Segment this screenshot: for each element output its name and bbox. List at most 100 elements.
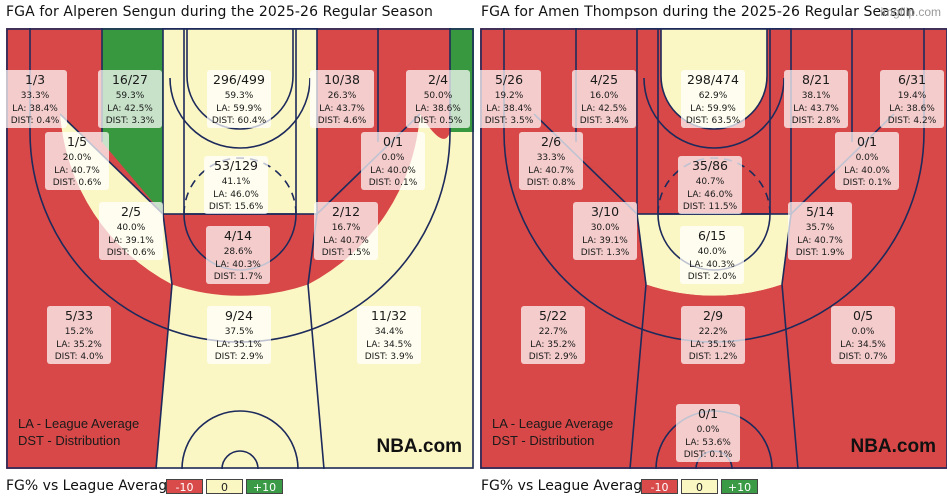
zone-top-3 bbox=[630, 284, 798, 469]
nba-brand-logo: NBA.com bbox=[376, 436, 462, 457]
zone-paint-non-ra bbox=[163, 28, 317, 214]
legend-pos-left: +10 bbox=[246, 479, 283, 494]
zone-label-top-mid: 4/14 28.6% LA: 40.3% DIST: 1.7% bbox=[206, 226, 270, 284]
zone-fga-left-wing-3: 5/22 bbox=[539, 308, 567, 323]
zone-fga-right-short-mid: 0/1 bbox=[383, 134, 403, 149]
zone-label-right-wing-mid: 5/14 35.7% LA: 40.7% DIST: 1.9% bbox=[788, 202, 852, 260]
zone-dist-right-wing-mid: DIST: 1.5% bbox=[322, 248, 371, 258]
zone-pct-left-short-mid: 33.3% bbox=[537, 153, 566, 163]
zone-label-top-3: 2/9 22.2% LA: 35.1% DIST: 1.2% bbox=[681, 306, 745, 364]
zone-label-right-mid-baseline: 10/38 26.3% LA: 43.7% DIST: 4.6% bbox=[310, 70, 374, 128]
zone-dist-left-mid-baseline: DIST: 3.3% bbox=[106, 116, 155, 126]
zone-fga-backcourt: 0/1 bbox=[698, 406, 718, 421]
zone-top-3 bbox=[156, 284, 324, 469]
zone-fga-left-short-mid: 2/6 bbox=[541, 134, 561, 149]
zone-dist-restricted-area: DIST: 63.5% bbox=[686, 116, 741, 126]
zone-left-wing-3 bbox=[480, 114, 646, 469]
zone-fga-left-corner-3: 1/3 bbox=[25, 72, 45, 87]
zone-la-top-mid: LA: 40.3% bbox=[689, 260, 735, 270]
zone-la-left-short-mid: LA: 40.7% bbox=[54, 166, 100, 176]
zone-label-left-corner-3: 5/26 19.2% LA: 38.4% DIST: 3.5% bbox=[480, 70, 541, 128]
chart-note: LA - League Average bbox=[18, 416, 139, 431]
zone-pct-left-wing-3: 15.2% bbox=[65, 327, 94, 337]
zone-dist-left-short-mid: DIST: 0.6% bbox=[53, 178, 102, 188]
zone-fga-paint-non-ra: 53/129 bbox=[214, 158, 258, 173]
zone-pct-right-wing-mid: 35.7% bbox=[806, 223, 835, 233]
zone-label-left-short-mid: 2/6 33.3% LA: 40.7% DIST: 0.8% bbox=[519, 132, 583, 190]
zone-fga-left-corner-3: 5/26 bbox=[495, 72, 523, 87]
legend-label-left: FG% vs League Average bbox=[6, 478, 176, 494]
shot-chart-left: 1/3 33.3% LA: 38.4% DIST: 0.4% 16/27 59.3% LA:… bbox=[6, 28, 474, 469]
zone-fga-left-wing-mid: 2/5 bbox=[121, 204, 141, 219]
zone-fga-right-mid-baseline: 8/21 bbox=[802, 72, 830, 87]
zone-fga-right-mid-baseline: 10/38 bbox=[324, 72, 360, 87]
zone-pct-right-wing-3: 0.0% bbox=[852, 327, 875, 337]
zone-label-left-corner-3: 1/3 33.3% LA: 38.4% DIST: 0.4% bbox=[6, 70, 67, 128]
zone-pct-top-mid: 40.0% bbox=[698, 247, 727, 257]
zone-la-left-mid-baseline: LA: 42.5% bbox=[107, 104, 153, 114]
zone-dist-right-mid-baseline: DIST: 4.6% bbox=[318, 116, 367, 126]
zone-fga-restricted-area: 298/474 bbox=[687, 72, 739, 87]
zone-la-right-wing-3: LA: 34.5% bbox=[366, 340, 412, 350]
zone-label-backcourt: 0/1 0.0% LA: 53.6% DIST: 0.1% bbox=[676, 404, 740, 462]
zone-la-left-wing-mid: LA: 39.1% bbox=[108, 236, 154, 246]
zone-dist-left-corner-3: DIST: 3.5% bbox=[485, 116, 534, 126]
chart-title-right: FGA for Amen Thompson during the 2025-26… bbox=[481, 4, 915, 20]
zone-left-wing-3 bbox=[6, 114, 172, 469]
zone-label-left-short-mid: 1/5 20.0% LA: 40.7% DIST: 0.6% bbox=[45, 132, 109, 190]
zone-la-right-short-mid: LA: 40.0% bbox=[370, 166, 416, 176]
zone-fga-right-wing-mid: 2/12 bbox=[332, 204, 360, 219]
zone-pct-right-corner-3: 19.4% bbox=[898, 91, 927, 101]
zone-la-left-wing-3: LA: 35.2% bbox=[56, 340, 102, 350]
zone-label-right-mid-baseline: 8/21 38.1% LA: 43.7% DIST: 2.8% bbox=[784, 70, 848, 128]
chart-note: DST - Distribution bbox=[18, 433, 120, 448]
zone-pct-paint-non-ra: 41.1% bbox=[222, 177, 251, 187]
zone-label-top-mid: 6/15 40.0% LA: 40.3% DIST: 2.0% bbox=[680, 226, 744, 284]
zone-fga-top-3: 9/24 bbox=[225, 308, 253, 323]
chart-title-left: FGA for Alperen Sengun during the 2025-2… bbox=[6, 4, 433, 20]
zone-dist-left-wing-mid: DIST: 0.6% bbox=[107, 248, 156, 258]
zone-pct-backcourt: 0.0% bbox=[697, 425, 720, 435]
zone-label-right-wing-3: 0/5 0.0% LA: 34.5% DIST: 0.7% bbox=[831, 306, 895, 364]
zone-dist-right-wing-mid: DIST: 1.9% bbox=[796, 248, 845, 258]
zone-la-right-mid-baseline: LA: 43.7% bbox=[793, 104, 839, 114]
zone-label-right-corner-3: 6/31 19.4% LA: 38.6% DIST: 4.2% bbox=[880, 70, 944, 128]
zone-la-left-short-mid: LA: 40.7% bbox=[528, 166, 574, 176]
zone-label-left-wing-mid: 2/5 40.0% LA: 39.1% DIST: 0.6% bbox=[99, 202, 163, 260]
zone-pct-left-wing-mid: 30.0% bbox=[591, 223, 620, 233]
zone-la-right-corner-3: LA: 38.6% bbox=[889, 104, 935, 114]
shot-chart-right: 5/26 19.2% LA: 38.4% DIST: 3.5% 4/25 16.0% LA:… bbox=[480, 28, 947, 469]
zone-la-left-wing-mid: LA: 39.1% bbox=[582, 236, 628, 246]
legend-pos-right: +10 bbox=[721, 479, 758, 494]
zone-fga-right-wing-mid: 5/14 bbox=[806, 204, 834, 219]
zone-label-paint-non-ra: 53/129 41.1% LA: 46.0% DIST: 15.6% bbox=[204, 156, 268, 214]
zone-label-right-wing-mid: 2/12 16.7% LA: 40.7% DIST: 1.5% bbox=[314, 202, 378, 260]
zone-la-restricted-area: LA: 59.9% bbox=[690, 104, 736, 114]
zone-dist-paint-non-ra: DIST: 15.6% bbox=[209, 202, 264, 212]
zone-fga-left-mid-baseline: 16/27 bbox=[112, 72, 148, 87]
zone-right-wing-3 bbox=[782, 114, 947, 469]
zone-paint-non-ra bbox=[637, 28, 791, 214]
zone-dist-right-wing-3: DIST: 0.7% bbox=[839, 352, 888, 362]
zone-fga-left-wing-mid: 3/10 bbox=[591, 204, 619, 219]
zone-la-backcourt: LA: 53.6% bbox=[685, 438, 731, 448]
zone-pct-right-mid-baseline: 26.3% bbox=[328, 91, 357, 101]
zone-fga-left-short-mid: 1/5 bbox=[67, 134, 87, 149]
zone-la-paint-non-ra: LA: 46.0% bbox=[213, 190, 259, 200]
zone-dist-top-mid: DIST: 1.7% bbox=[214, 272, 263, 282]
zone-la-left-corner-3: LA: 38.4% bbox=[486, 104, 532, 114]
zone-la-top-3: LA: 35.1% bbox=[216, 340, 262, 350]
nba-brand-logo: NBA.com bbox=[850, 436, 936, 457]
zone-pct-paint-non-ra: 40.7% bbox=[696, 177, 725, 187]
zone-pct-left-corner-3: 33.3% bbox=[21, 91, 50, 101]
zone-pct-left-wing-3: 22.7% bbox=[539, 327, 568, 337]
legend-neg-left: -10 bbox=[166, 479, 203, 494]
zone-fga-paint-non-ra: 35/86 bbox=[692, 158, 728, 173]
zone-la-right-mid-baseline: LA: 43.7% bbox=[319, 104, 365, 114]
zone-fga-right-corner-3: 6/31 bbox=[898, 72, 926, 87]
zone-fga-right-corner-3: 2/4 bbox=[428, 72, 448, 87]
zone-label-top-3: 9/24 37.5% LA: 35.1% DIST: 2.9% bbox=[207, 306, 271, 364]
imgflip-watermark: imgflip.com bbox=[880, 5, 941, 19]
zone-dist-top-3: DIST: 2.9% bbox=[215, 352, 264, 362]
zone-la-top-mid: LA: 40.3% bbox=[215, 260, 261, 270]
